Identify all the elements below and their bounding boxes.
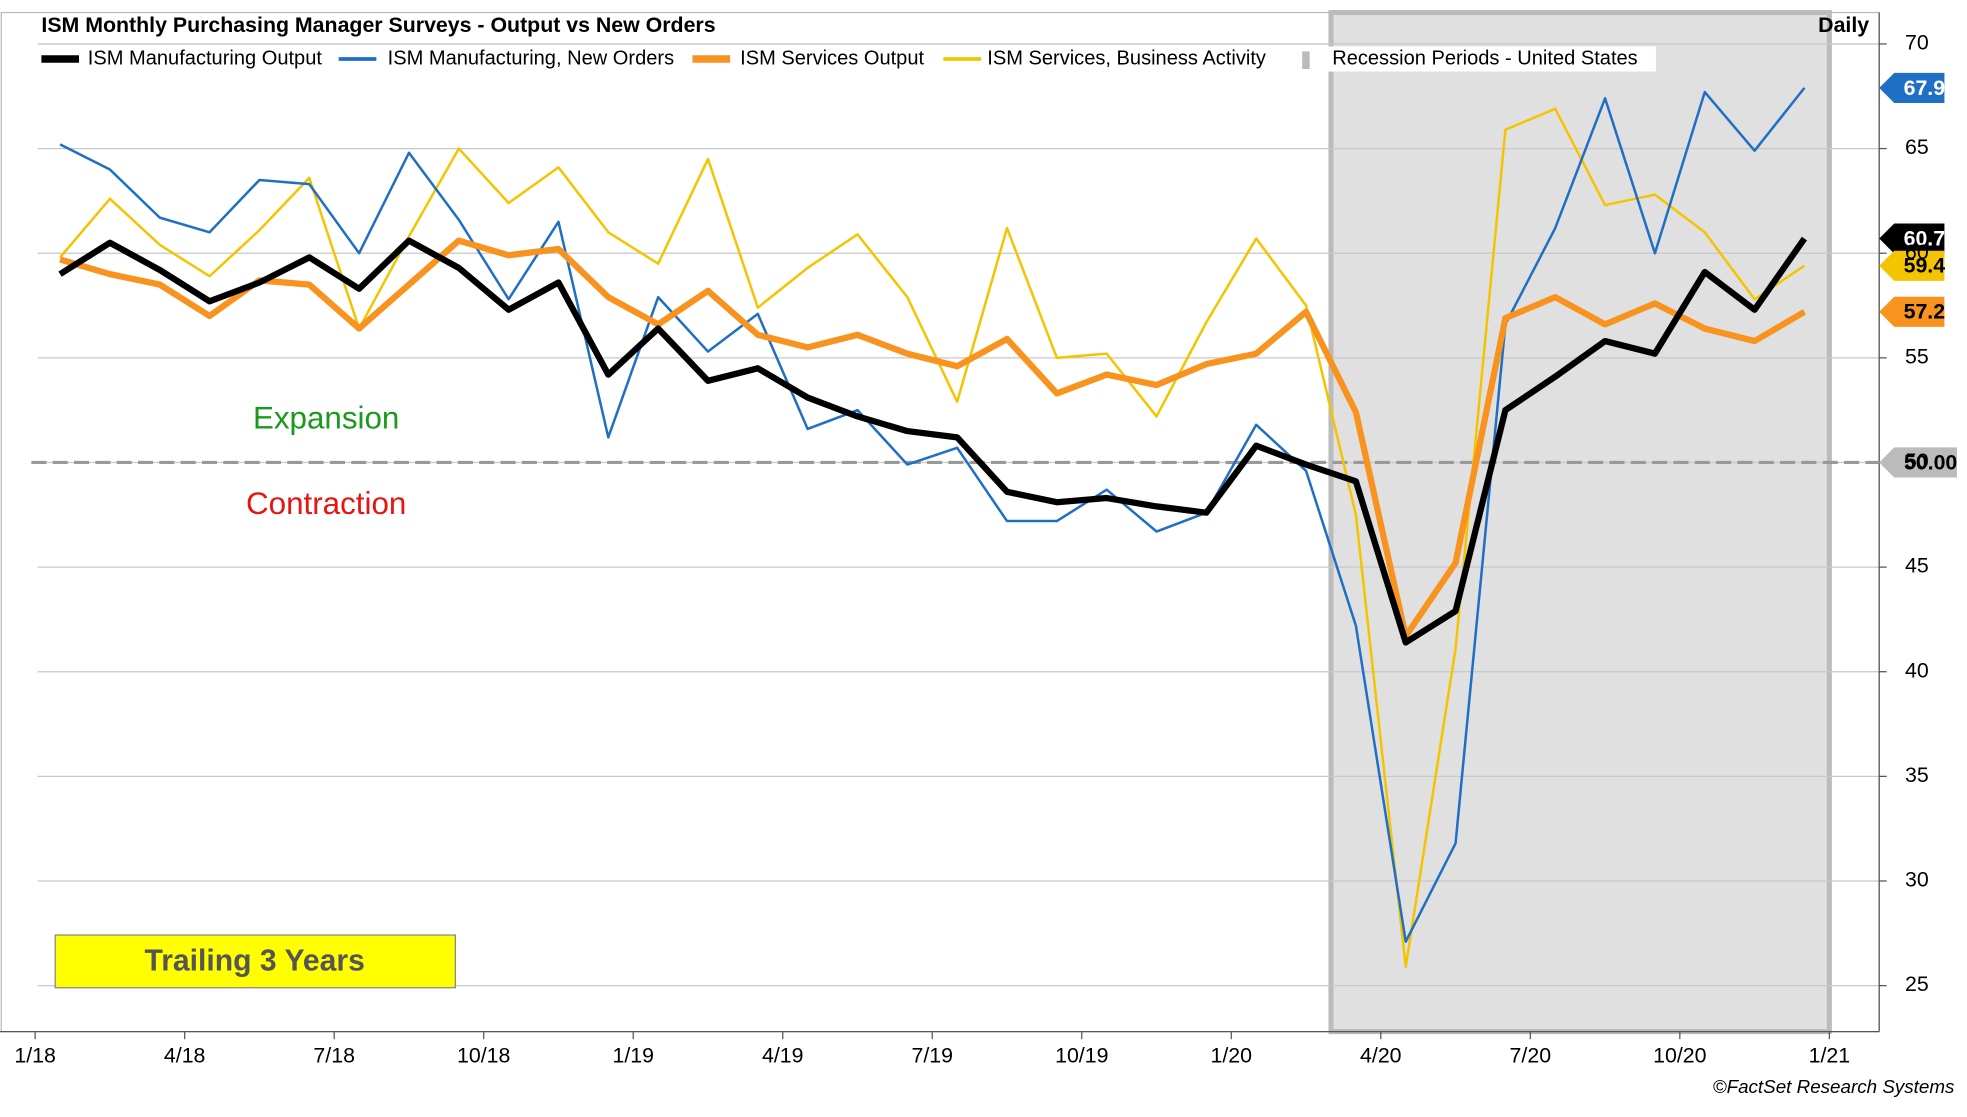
x-tick-label: 7/19: [912, 1043, 954, 1067]
end-label: 59.4: [1904, 254, 1946, 278]
end-label-tag: [1879, 250, 1945, 281]
legend-recession-swatch: [1302, 51, 1310, 70]
legend-label: Recession Periods - United States: [1332, 47, 1637, 69]
period-label: Trailing 3 Years: [144, 945, 364, 978]
plot-area: 50.00 60.7 67.9 57.2 59.4: [0, 10, 1957, 1040]
x-tick-label: 7/20: [1510, 1043, 1552, 1067]
y-tick-label: 70: [1905, 31, 1929, 55]
reference-label-tag: [1879, 447, 1957, 478]
annotation: Expansion: [253, 401, 399, 436]
x-tick-label: 10/18: [457, 1043, 510, 1067]
x-tick-label: 1/19: [612, 1043, 654, 1067]
y-tick-label: 35: [1905, 763, 1929, 787]
series-line: [59, 87, 1806, 943]
y-tick-label: 55: [1905, 344, 1929, 368]
legend-label: ISM Manufacturing, New Orders: [388, 47, 674, 69]
y-tick-label: 25: [1905, 972, 1929, 996]
x-tick-label: 4/19: [762, 1043, 804, 1067]
y-tick-label: 40: [1905, 658, 1929, 682]
end-label: 60.7: [1904, 226, 1946, 250]
annotation: Contraction: [246, 486, 406, 521]
end-label-tag: [1879, 223, 1945, 254]
end-label-tag: [1879, 296, 1945, 327]
legend-label: ISM Services Output: [740, 47, 924, 69]
x-tick-label: 4/18: [164, 1043, 206, 1067]
x-tick-label: 10/20: [1653, 1043, 1706, 1067]
period-box: [54, 934, 456, 989]
end-label: 67.9: [1904, 76, 1946, 100]
series-line: [59, 237, 1807, 640]
recession-band: [1328, 10, 1832, 1035]
end-label: 57.2: [1904, 300, 1946, 324]
chart-title: ISM Monthly Purchasing Manager Surveys -…: [41, 13, 715, 37]
frequency: Daily: [1818, 13, 1869, 37]
x-tick-label: 1/18: [14, 1043, 56, 1067]
y-tick-label: 65: [1905, 135, 1929, 159]
series-line: [58, 236, 1808, 646]
source: ©FactSet Research Systems: [1713, 1076, 1955, 1097]
reference-label: 50.00: [1904, 450, 1957, 474]
end-label-tag: [1879, 72, 1945, 103]
y-tick-label: 30: [1905, 868, 1929, 892]
legend-label: ISM Services, Business Activity: [987, 47, 1266, 69]
x-tick-label: 4/20: [1360, 1043, 1402, 1067]
series-line: [59, 107, 1806, 969]
y-tick-label: 45: [1905, 554, 1929, 578]
legend-recession-bg: [1319, 46, 1656, 72]
x-tick-label: 1/21: [1809, 1043, 1851, 1067]
x-tick-label: 10/19: [1055, 1043, 1108, 1067]
x-tick-label: 7/18: [313, 1043, 355, 1067]
y-tick-label: 50: [1905, 449, 1929, 473]
legend-label: ISM Manufacturing Output: [88, 47, 323, 69]
y-tick-label: 60: [1905, 240, 1929, 264]
x-tick-label: 1/20: [1211, 1043, 1253, 1067]
